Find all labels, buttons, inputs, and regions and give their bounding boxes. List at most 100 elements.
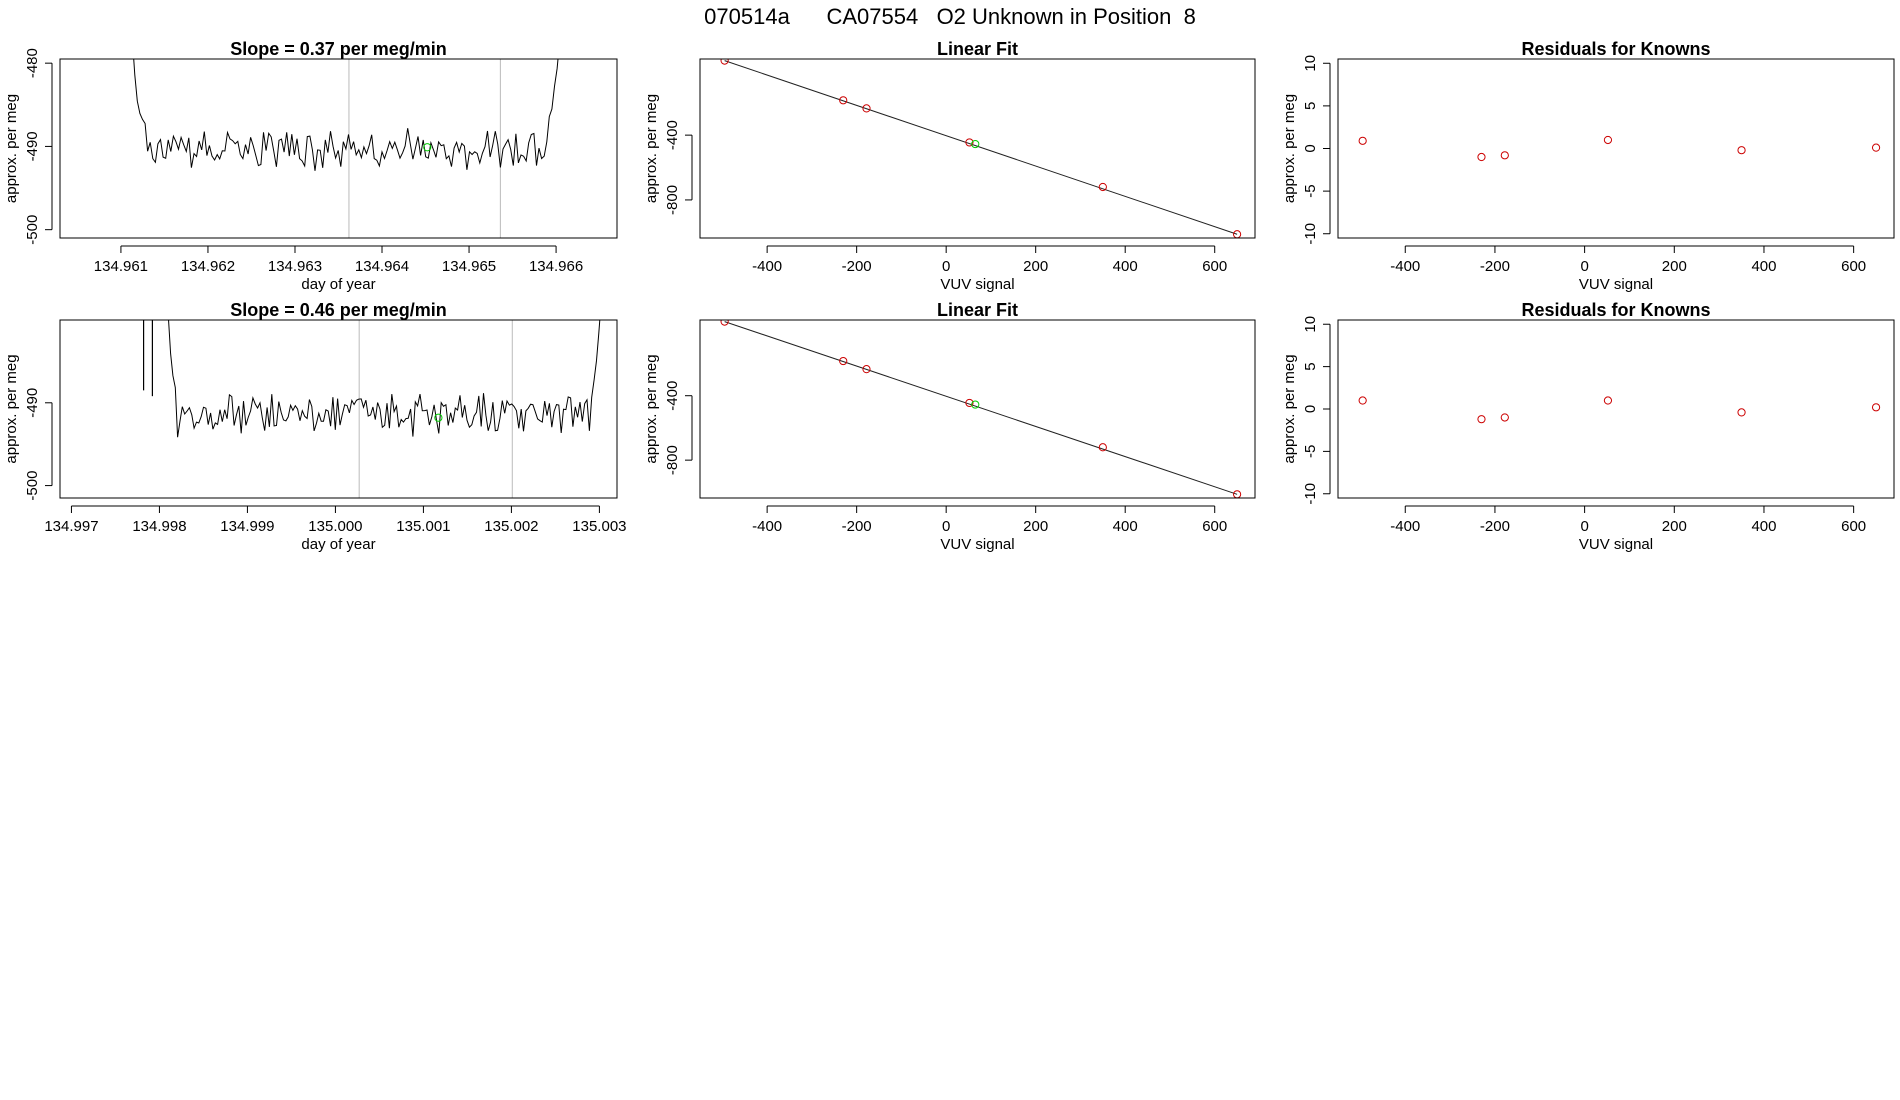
x-tick-label: 400 <box>1751 518 1776 535</box>
x-tick-label: -400 <box>1390 258 1420 275</box>
chart-title: Residuals for Knowns <box>1521 39 1710 59</box>
y-axis-label: approx. per meg <box>3 354 20 463</box>
known-point <box>1098 443 1107 452</box>
x-tick-label: 0 <box>942 258 950 275</box>
unknown-point <box>971 400 980 409</box>
known-point <box>1603 396 1613 405</box>
y-tick-label: -480 <box>24 48 41 78</box>
plot-frame <box>1337 58 1895 239</box>
known-point <box>1500 151 1509 160</box>
y-axis-label: approx. per meg <box>1281 354 1298 463</box>
y-tick-label: -5 <box>1302 445 1319 458</box>
plot-area <box>720 320 1242 498</box>
known-point <box>1477 152 1486 162</box>
plot-area <box>133 59 559 171</box>
x-tick-label: 134.966 <box>529 258 583 275</box>
known-point <box>1500 413 1509 422</box>
x-tick-label: 600 <box>1202 518 1227 535</box>
unknown-marker-point <box>423 143 432 152</box>
plot-frame <box>699 319 1256 499</box>
y-tick-label: 0 <box>1302 144 1319 152</box>
x-tick-label: 134.998 <box>132 518 186 535</box>
panel-4: Slope = 0.46 per meg/min 134.997 134.998 13… <box>3 300 627 553</box>
known-point <box>965 138 974 147</box>
chart-title: Linear Fit <box>937 39 1018 59</box>
chart-title: Linear Fit <box>937 300 1018 320</box>
x-tick-label: 0 <box>1580 258 1588 275</box>
x-tick-label: -400 <box>752 518 782 535</box>
y-tick-label: -500 <box>24 471 41 501</box>
x-axis-label: day of year <box>301 276 375 293</box>
known-point <box>1871 403 1881 412</box>
x-axis-label: VUV signal <box>1579 276 1653 293</box>
plot-area <box>1358 396 1881 424</box>
y-axis-label: approx. per meg <box>3 94 20 203</box>
plot-area <box>720 59 1242 238</box>
x-tick-label: 600 <box>1841 518 1866 535</box>
y-axis-label: approx. per meg <box>1281 94 1298 203</box>
known-point <box>1737 408 1746 417</box>
y-tick-label: -490 <box>24 131 41 161</box>
chart-title: Residuals for Knowns <box>1521 300 1710 320</box>
x-tick-label: 400 <box>1751 258 1776 275</box>
plot-area <box>1358 135 1881 162</box>
known-point <box>720 320 729 326</box>
x-tick-label: 400 <box>1113 518 1138 535</box>
y-tick-label: 10 <box>1302 55 1319 72</box>
known-point <box>839 96 848 105</box>
y-tick-label: -490 <box>24 388 41 418</box>
x-tick-label: 134.962 <box>181 258 235 275</box>
known-point <box>862 104 871 113</box>
y-axis-label: approx. per meg <box>643 94 660 203</box>
x-tick-label: 135.002 <box>484 518 538 535</box>
x-axis-label: VUV signal <box>1579 536 1653 553</box>
plot-frame <box>59 58 618 239</box>
y-tick-label: -800 <box>664 185 681 215</box>
fit-line <box>724 321 1238 495</box>
x-tick-label: 135.003 <box>572 518 626 535</box>
panel-2: Linear Fit -400 -200 0 200 400 600 VUV signal -8… <box>643 39 1256 293</box>
y-tick-label: -5 <box>1302 184 1319 197</box>
y-tick-label: -10 <box>1302 223 1319 245</box>
unknown-point <box>971 139 980 149</box>
y-tick-label: 5 <box>1302 362 1319 370</box>
x-tick-label: 0 <box>1580 518 1588 535</box>
plot-frame <box>699 58 1256 239</box>
x-tick-label: 135.000 <box>308 518 362 535</box>
x-tick-label: 200 <box>1662 518 1687 535</box>
x-tick-label: -400 <box>752 258 782 275</box>
x-tick-label: 134.963 <box>268 258 322 275</box>
chart-title: Slope = 0.46 per meg/min <box>230 300 447 320</box>
x-tick-label: 200 <box>1023 258 1048 275</box>
y-tick-label: -10 <box>1302 483 1319 505</box>
y-tick-label: 0 <box>1302 405 1319 413</box>
known-point <box>1358 136 1367 145</box>
y-tick-label: -800 <box>664 445 681 475</box>
known-point <box>1098 182 1107 192</box>
known-point <box>862 365 871 374</box>
known-point <box>720 59 729 65</box>
x-tick-label: -400 <box>1390 518 1420 535</box>
x-tick-label: 135.001 <box>396 518 450 535</box>
known-point <box>1477 415 1486 424</box>
signal-trace <box>168 320 601 438</box>
x-tick-label: 600 <box>1202 258 1227 275</box>
x-axis-label: VUV signal <box>940 536 1014 553</box>
x-tick-label: 134.999 <box>220 518 274 535</box>
known-point <box>1358 396 1367 405</box>
x-tick-label: 200 <box>1023 518 1048 535</box>
known-point <box>839 356 848 366</box>
x-tick-label: 134.997 <box>44 518 98 535</box>
panel-6: Residuals for Knowns -400 -200 0 200 400 600 VU… <box>1281 300 1895 553</box>
known-point <box>1737 146 1746 155</box>
panel-3: Residuals for Knowns -400 -200 0 200 400 600 VU… <box>1281 39 1895 293</box>
y-tick-label: -400 <box>664 381 681 411</box>
y-tick-label: -500 <box>24 215 41 245</box>
known-point <box>1871 143 1881 152</box>
plot-frame <box>59 319 618 499</box>
plot-area <box>142 320 601 438</box>
panel-1: Slope = 0.37 per meg/min 134.961 134.962 13… <box>3 39 618 293</box>
x-axis-label: VUV signal <box>940 276 1014 293</box>
y-tick-label: 5 <box>1302 102 1319 110</box>
x-tick-label: -200 <box>842 518 872 535</box>
